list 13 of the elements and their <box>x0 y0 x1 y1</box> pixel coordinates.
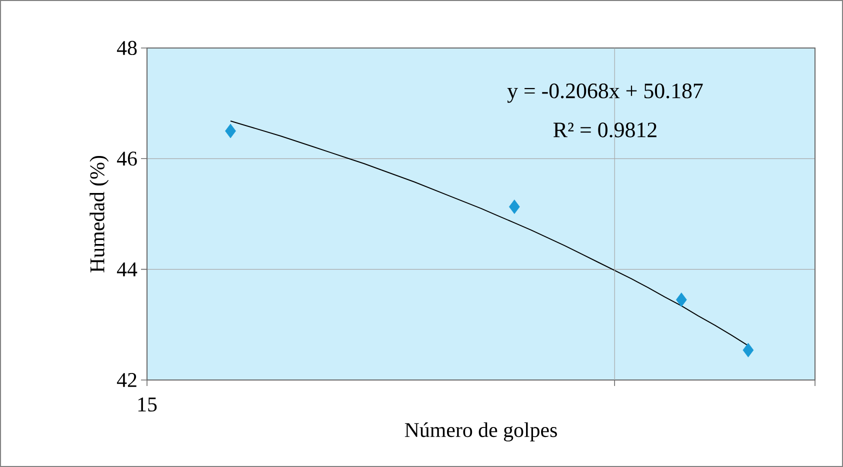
text: 15 <box>138 398 157 412</box>
y-axis-title: Humedad (%) <box>90 156 109 272</box>
annotation: R² = 0.9812 <box>553 122 656 138</box>
y-tick-label: 42 <box>116 373 136 387</box>
point <box>508 200 520 214</box>
point <box>225 124 236 138</box>
y-tick-label: 44 <box>116 262 138 276</box>
point <box>742 342 754 358</box>
y-tick-label: 48 <box>116 40 137 56</box>
x-axis-title: Número de golpes <box>404 422 557 442</box>
annotation: y = -0.2068x + 50.187 <box>507 83 703 103</box>
point <box>676 292 687 307</box>
y-tick-label: 46 <box>116 152 137 166</box>
